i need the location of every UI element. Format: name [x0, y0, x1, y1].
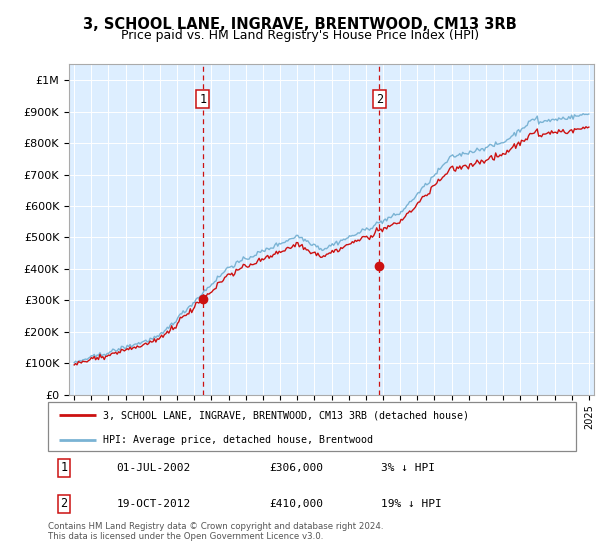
Text: Contains HM Land Registry data © Crown copyright and database right 2024.
This d: Contains HM Land Registry data © Crown c…: [48, 522, 383, 542]
Text: 2: 2: [60, 497, 67, 510]
Text: 3, SCHOOL LANE, INGRAVE, BRENTWOOD, CM13 3RB: 3, SCHOOL LANE, INGRAVE, BRENTWOOD, CM13…: [83, 17, 517, 32]
Text: 19% ↓ HPI: 19% ↓ HPI: [380, 499, 442, 509]
Text: 1: 1: [199, 92, 206, 105]
Text: HPI: Average price, detached house, Brentwood: HPI: Average price, detached house, Bren…: [103, 435, 373, 445]
Text: 2: 2: [376, 92, 383, 105]
FancyBboxPatch shape: [48, 402, 576, 451]
Text: £306,000: £306,000: [270, 463, 324, 473]
Text: 19-OCT-2012: 19-OCT-2012: [116, 499, 191, 509]
Text: 3, SCHOOL LANE, INGRAVE, BRENTWOOD, CM13 3RB (detached house): 3, SCHOOL LANE, INGRAVE, BRENTWOOD, CM13…: [103, 410, 469, 421]
Text: 3% ↓ HPI: 3% ↓ HPI: [380, 463, 434, 473]
Text: £410,000: £410,000: [270, 499, 324, 509]
Text: 1: 1: [60, 461, 67, 474]
Text: 01-JUL-2002: 01-JUL-2002: [116, 463, 191, 473]
Text: Price paid vs. HM Land Registry's House Price Index (HPI): Price paid vs. HM Land Registry's House …: [121, 29, 479, 42]
